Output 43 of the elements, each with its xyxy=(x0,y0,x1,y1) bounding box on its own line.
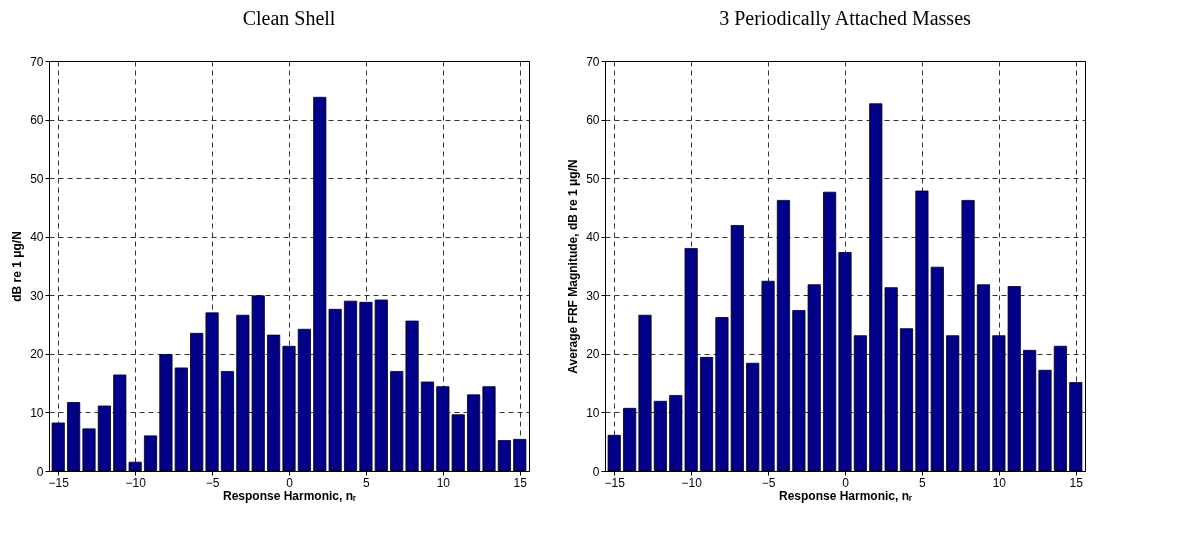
x-tick-label: −15 xyxy=(48,475,70,490)
y-tick-label: 20 xyxy=(586,347,600,362)
y-tick-label: 70 xyxy=(30,54,44,69)
y-tick-label: 0 xyxy=(592,464,600,479)
x-tick-label: 5 xyxy=(919,475,927,490)
x-tick-label: −10 xyxy=(681,475,703,490)
y-tick-label: 60 xyxy=(586,113,600,128)
bar xyxy=(513,438,527,472)
bar xyxy=(497,440,511,472)
chart-title: Clean Shell xyxy=(242,7,336,29)
x-tick-label: 10 xyxy=(992,475,1007,490)
bar xyxy=(482,386,496,472)
x-tick-label: 0 xyxy=(286,475,294,490)
x-axis-title: Response Harmonic, nᵣ xyxy=(778,488,913,503)
y-axis-title: dB re 1 μg/N xyxy=(10,231,25,302)
x-tick-label: 0 xyxy=(842,475,850,490)
chart-title: 3 Periodically Attached Masses xyxy=(719,7,972,30)
y-tick-label: 20 xyxy=(30,347,44,362)
x-tick-label: −10 xyxy=(125,475,147,490)
y-tick-label: 60 xyxy=(30,113,44,128)
y-tick-label: 70 xyxy=(586,54,600,69)
bar xyxy=(143,435,158,472)
x-tick-label: 5 xyxy=(363,475,371,490)
y-tick-label: 0 xyxy=(36,464,44,479)
x-tick-label: 15 xyxy=(513,475,528,490)
y-tick-label: 30 xyxy=(586,288,600,303)
x-tick-label: −15 xyxy=(604,475,626,490)
x-tick-label: 10 xyxy=(436,475,451,490)
y-axis-title: Average FRF Magnitude, dB re 1 μg/N xyxy=(566,159,581,374)
bar xyxy=(82,428,96,472)
y-tick-label: 40 xyxy=(30,230,44,245)
x-axis-title: Response Harmonic, nᵣ xyxy=(222,488,357,503)
y-tick-label: 30 xyxy=(30,288,44,303)
y-tick-label: 10 xyxy=(586,405,600,420)
bar xyxy=(51,422,65,472)
bar xyxy=(1038,369,1052,472)
y-tick-label: 50 xyxy=(30,171,44,186)
y-tick-label: 40 xyxy=(586,230,600,245)
x-tick-label: −5 xyxy=(761,475,776,490)
y-tick-label: 50 xyxy=(586,171,600,186)
y-tick-label: 10 xyxy=(30,405,44,420)
x-tick-label: −5 xyxy=(205,475,220,490)
x-tick-label: 15 xyxy=(1069,475,1084,490)
